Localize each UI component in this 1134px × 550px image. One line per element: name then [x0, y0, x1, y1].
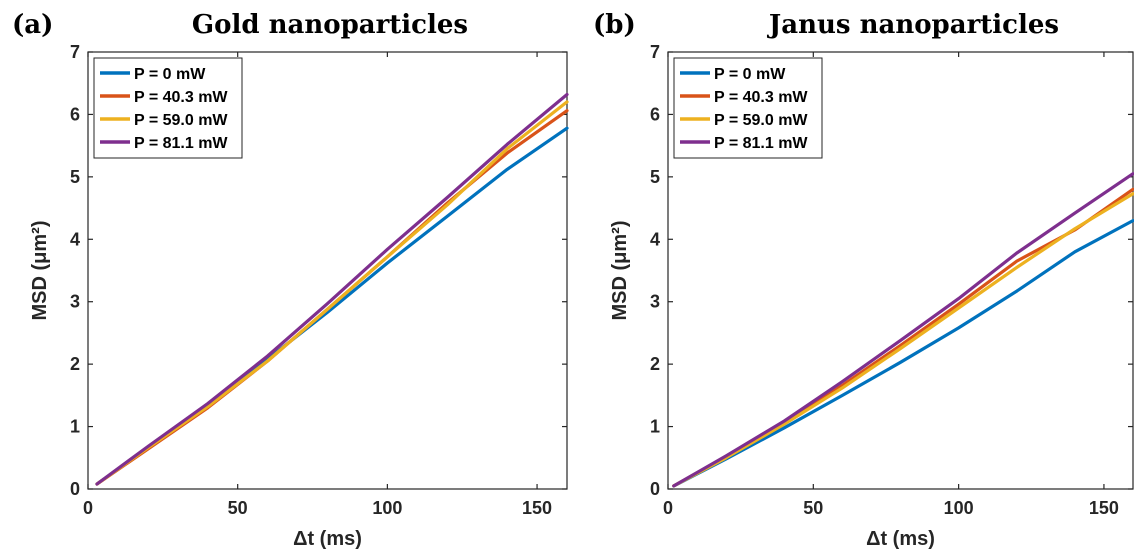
y-tick-label: 2	[70, 354, 80, 374]
y-tick-label: 7	[70, 42, 80, 62]
x-tick-label: 100	[944, 498, 974, 518]
series-line-3	[672, 172, 1134, 488]
panel-letter: (a)	[12, 10, 53, 40]
x-tick-label: 0	[663, 498, 673, 518]
legend-entry: P = 81.1 mW	[714, 135, 808, 152]
legend-entry: P = 40.3 mW	[714, 89, 808, 106]
y-tick-label: 6	[70, 104, 80, 124]
series-line-1	[95, 109, 569, 486]
y-tick-label: 1	[650, 417, 660, 437]
legend-entry: P = 59.0 mW	[134, 112, 228, 129]
legend-entry: P = 40.3 mW	[134, 89, 228, 106]
y-tick-label: 0	[70, 479, 80, 499]
y-tick-label: 7	[650, 42, 660, 62]
y-tick-label: 1	[70, 417, 80, 437]
y-tick-label: 0	[650, 479, 660, 499]
series-line-2	[95, 100, 569, 486]
x-tick-label: 50	[803, 498, 823, 518]
chart-title: Gold nanoparticles	[192, 10, 468, 40]
x-tick-label: 150	[1089, 498, 1119, 518]
legend-entry: P = 81.1 mW	[134, 135, 228, 152]
y-tick-label: 2	[650, 354, 660, 374]
plot-area	[87, 51, 568, 490]
y-tick-label: 6	[650, 104, 660, 124]
series-line-0	[672, 219, 1134, 488]
y-tick-label: 5	[70, 167, 80, 187]
y-axis-label: MSD (μm²)	[609, 221, 631, 321]
x-tick-label: 50	[228, 498, 248, 518]
legend: P = 0 mW P = 40.3 mW P = 59.0 mW P = 81.1 m…	[93, 57, 243, 159]
legend-entry: P = 0 mW	[134, 66, 206, 83]
series-line-2	[672, 192, 1134, 488]
chart-title: Janus nanoparticles	[767, 10, 1059, 40]
x-axis-label: Δt (ms)	[293, 528, 362, 550]
y-tick-label: 3	[70, 292, 80, 312]
series-line-3	[95, 92, 569, 486]
x-tick-label: 100	[372, 498, 402, 518]
legend: P = 0 mW P = 40.3 mW P = 59.0 mW P = 81.1 m…	[673, 57, 823, 159]
chart-panel-1: (b) Janus nanoparticles 0 1 2 3 4 5 6 7 0 50 100 150 Δ…	[593, 10, 1134, 550]
x-tick-label: 150	[522, 498, 552, 518]
legend-entry: P = 59.0 mW	[714, 112, 808, 129]
chart-panel-0: (a) Gold nanoparticles 0 1 2 3 4 5 6 7 0 50 100 150 Δt…	[12, 10, 569, 550]
x-tick-label: 0	[83, 498, 93, 518]
y-tick-label: 4	[70, 229, 80, 249]
y-axis-label: MSD (μm²)	[29, 221, 51, 321]
x-axis-label: Δt (ms)	[866, 528, 935, 550]
panel-letter: (b)	[593, 10, 636, 40]
legend-entry: P = 0 mW	[714, 66, 786, 83]
y-tick-label: 5	[650, 167, 660, 187]
y-tick-label: 3	[650, 292, 660, 312]
y-tick-label: 4	[650, 229, 660, 249]
plot-area	[667, 51, 1134, 490]
